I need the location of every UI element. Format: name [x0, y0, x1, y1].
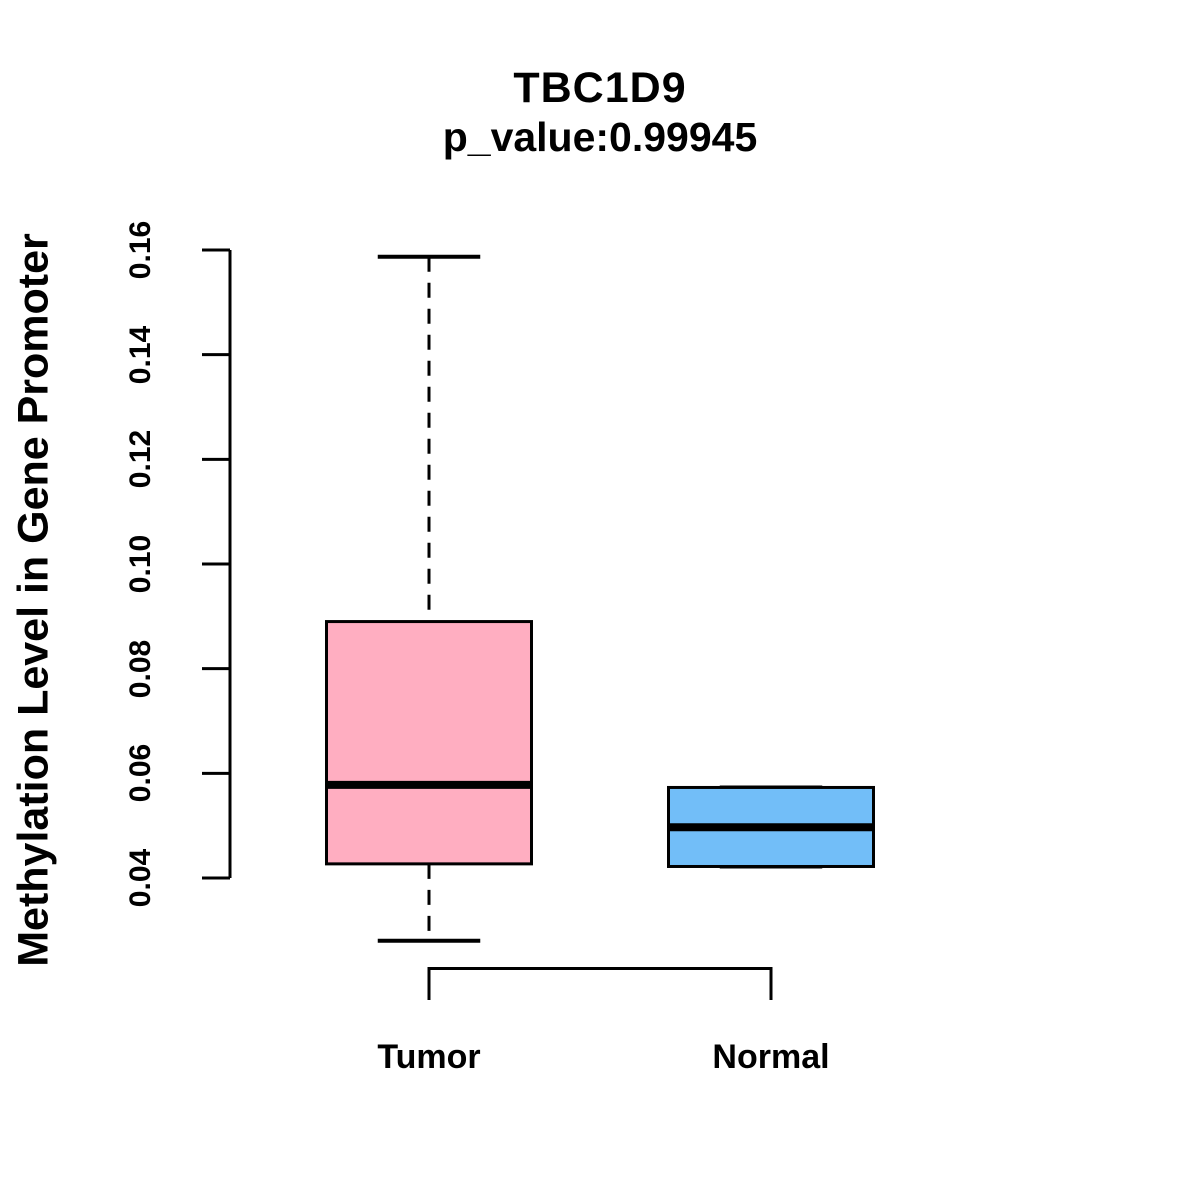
chart-subtitle: p_value:0.99945: [442, 114, 758, 160]
y-tick-label: 0.10: [124, 534, 157, 594]
y-tick-label: 0.04: [124, 848, 157, 908]
chart-title: TBC1D9: [513, 64, 687, 112]
y-tick-label: 0.08: [124, 639, 157, 698]
y-tick-label: 0.06: [124, 744, 157, 803]
y-tick-label: 0.12: [124, 430, 157, 489]
box-tumor: [325, 620, 533, 866]
y-tick-label: 0.14: [124, 325, 157, 384]
x-category-label-tumor: Tumor: [377, 1038, 481, 1076]
x-category-label-normal: Normal: [712, 1038, 830, 1076]
y-tick-label: 0.16: [124, 220, 157, 280]
y-axis-label: Methylation Level in Gene Promoter: [9, 233, 58, 967]
